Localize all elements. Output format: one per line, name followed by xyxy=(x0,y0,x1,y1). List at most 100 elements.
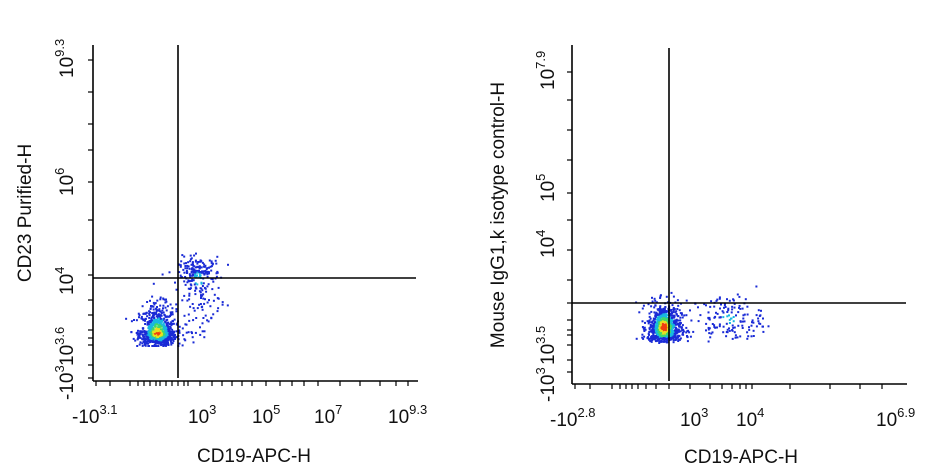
data-point xyxy=(155,318,158,321)
data-point xyxy=(171,328,174,331)
data-point xyxy=(168,329,171,332)
data-point xyxy=(147,337,149,340)
data-point xyxy=(663,326,666,329)
data-point xyxy=(670,318,673,321)
right-y-axis-title: Mouse IgG1,k isotype control-H xyxy=(488,82,509,348)
data-point xyxy=(157,342,159,345)
data-point xyxy=(652,328,655,331)
data-point xyxy=(161,332,163,335)
data-point xyxy=(139,341,142,344)
data-point xyxy=(679,330,682,333)
data-point xyxy=(162,330,165,333)
data-point xyxy=(635,337,638,340)
data-point xyxy=(723,306,725,309)
data-point xyxy=(662,337,665,340)
data-point xyxy=(170,324,173,327)
data-point xyxy=(676,308,679,310)
data-point xyxy=(150,335,153,338)
data-point xyxy=(738,295,741,298)
data-point xyxy=(227,263,229,266)
data-point xyxy=(160,339,163,342)
data-point xyxy=(662,331,665,334)
data-point xyxy=(141,305,144,308)
data-point xyxy=(209,305,212,308)
data-point xyxy=(167,315,170,318)
data-point xyxy=(187,261,190,264)
data-point xyxy=(166,343,169,346)
data-point xyxy=(737,324,740,327)
data-point xyxy=(167,330,170,333)
data-point xyxy=(185,262,187,265)
data-point xyxy=(159,336,162,339)
data-point xyxy=(186,299,189,302)
data-point xyxy=(757,309,760,312)
data-point xyxy=(711,331,714,334)
data-point xyxy=(657,321,660,324)
data-point xyxy=(672,321,675,324)
left-x-tick-label: 107 xyxy=(314,402,342,428)
data-point xyxy=(671,304,674,307)
data-point xyxy=(168,327,171,330)
data-point xyxy=(750,324,753,327)
data-point xyxy=(152,345,155,347)
data-point xyxy=(659,319,662,322)
data-point xyxy=(170,343,173,346)
data-point xyxy=(157,315,160,317)
data-point xyxy=(653,335,656,338)
data-point xyxy=(655,334,658,337)
data-point xyxy=(149,299,151,302)
data-point xyxy=(722,331,725,334)
data-point xyxy=(671,314,673,317)
data-point xyxy=(158,335,161,337)
data-point xyxy=(149,340,152,343)
data-point xyxy=(211,278,214,281)
data-point xyxy=(648,331,651,333)
data-point xyxy=(157,334,160,337)
data-point xyxy=(167,328,170,331)
data-point xyxy=(200,281,203,284)
data-point xyxy=(165,324,168,327)
data-point xyxy=(157,336,159,338)
data-point xyxy=(660,330,663,333)
data-point xyxy=(650,310,653,313)
data-point xyxy=(685,331,688,334)
data-point xyxy=(137,329,139,332)
data-point xyxy=(157,339,160,342)
data-point xyxy=(733,302,736,305)
data-point xyxy=(204,270,207,272)
data-point xyxy=(150,317,153,320)
data-point xyxy=(741,307,744,310)
data-point xyxy=(183,262,186,265)
data-point xyxy=(190,271,193,274)
data-point xyxy=(641,336,644,339)
data-point xyxy=(731,337,734,340)
data-point xyxy=(648,315,651,318)
data-point xyxy=(158,324,161,327)
data-point xyxy=(193,309,196,312)
data-point xyxy=(212,299,215,302)
data-point xyxy=(143,342,146,345)
data-point xyxy=(184,323,187,326)
data-point xyxy=(157,328,160,331)
data-point xyxy=(179,264,182,267)
data-point xyxy=(758,315,761,317)
data-point xyxy=(746,331,749,334)
data-point xyxy=(687,329,690,332)
data-point xyxy=(206,285,209,288)
data-point xyxy=(658,315,661,318)
data-point xyxy=(683,314,686,317)
data-point xyxy=(159,298,162,301)
data-point xyxy=(148,329,151,332)
data-point xyxy=(682,330,685,333)
data-point xyxy=(759,322,762,325)
data-point xyxy=(690,319,693,322)
data-point xyxy=(716,326,718,329)
data-point xyxy=(153,343,156,346)
data-point xyxy=(703,303,706,306)
data-point xyxy=(670,317,673,319)
data-point xyxy=(714,315,717,318)
data-point xyxy=(750,335,753,338)
data-point xyxy=(172,338,174,341)
data-point xyxy=(733,306,736,309)
data-point xyxy=(184,339,187,342)
